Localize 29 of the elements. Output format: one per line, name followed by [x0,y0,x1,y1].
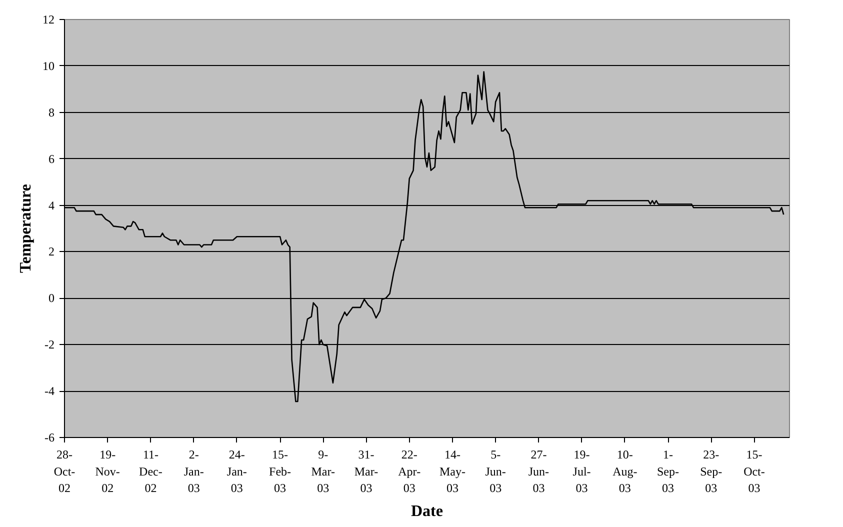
x-tick-label: 14-May-03 [439,448,466,496]
y-tick-label: 4 [48,198,54,212]
y-axis-title: Temperature [18,184,34,273]
x-axis-title: Date [411,503,443,520]
x-tick-label: 19-Nov-02 [95,448,120,496]
y-tick-label: 6 [48,152,54,166]
y-tick-label: -4 [44,384,55,398]
x-tick-label: 19-Jul-03 [572,448,591,496]
x-tick-label: 10-Aug-03 [612,448,638,496]
y-tick-label: 10 [42,58,54,73]
y-tick-label: 8 [48,105,54,120]
x-tick-label: 11-Dec-02 [139,448,162,496]
y-tick-label: 0 [48,291,54,306]
x-tick-label: 15-Oct-03 [744,448,765,496]
x-tick-label: 31-Mar-03 [354,448,378,496]
x-tick-label: 24-Jan-03 [226,448,247,496]
x-tick-label: 9-Mar-03 [311,448,336,496]
y-tick-label: -2 [44,338,55,352]
x-tick-label: 23-Sep-03 [700,448,722,496]
y-tick-label: 2 [48,244,54,259]
x-tick-label: 22-Apr-03 [398,448,421,496]
x-tick-label: 5-Jun-03 [485,448,506,496]
x-tick-label: 27-Jun-03 [528,448,550,496]
x-tick-label: 1-Sep-03 [657,448,680,496]
x-tick-label: 15-Feb-03 [269,448,292,496]
y-tick-label: 12 [42,12,54,26]
x-tick-label: 28-Oct-02 [54,448,76,496]
y-tick-label: -6 [44,430,55,444]
x-tick-label: 2-Jan-03 [184,448,204,496]
